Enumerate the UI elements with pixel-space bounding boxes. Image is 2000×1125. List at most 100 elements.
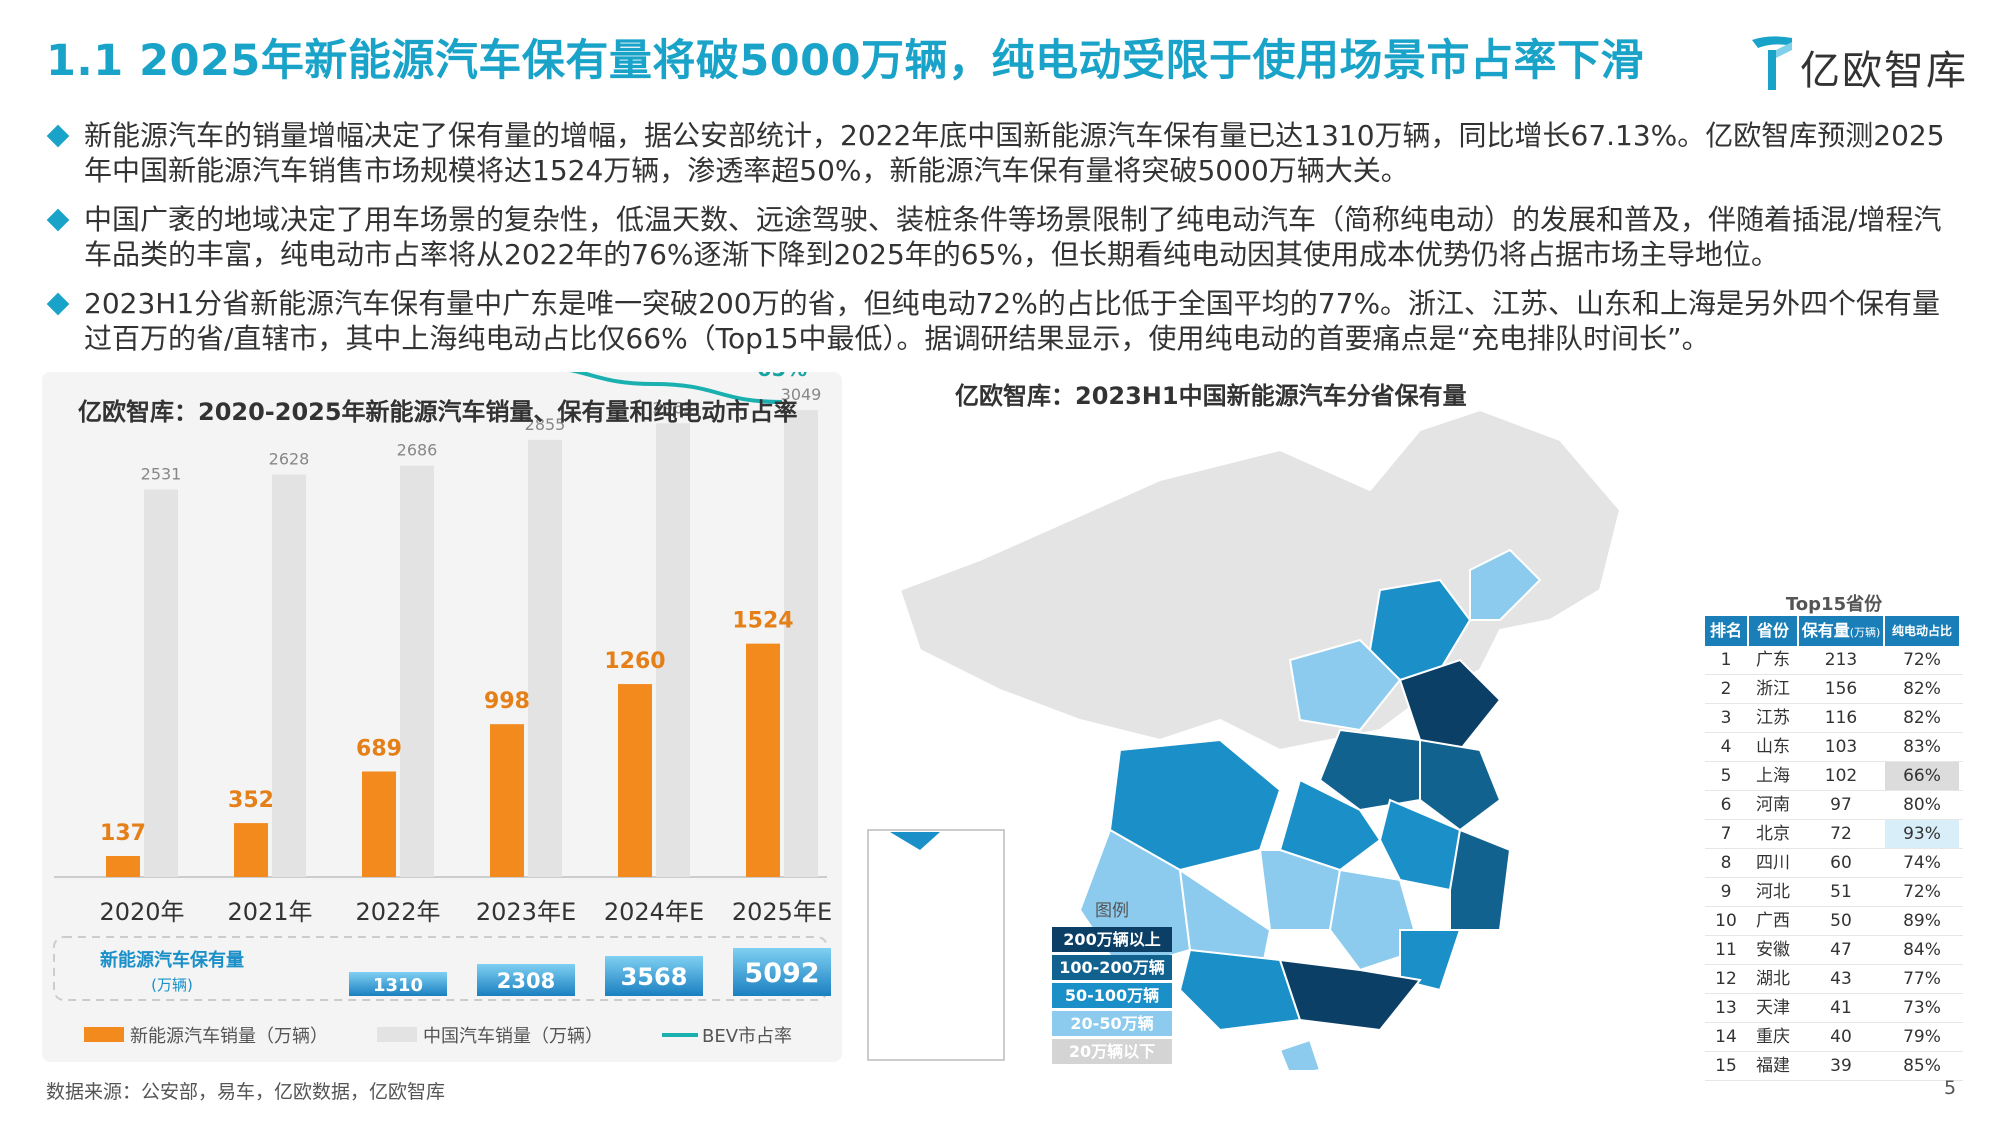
diamond-icon: [46, 124, 70, 148]
table-cell: 河南: [1756, 795, 1790, 815]
table-cell: 103: [1824, 737, 1858, 757]
table-header: 排名 省份 保有量(万辆) 纯电动占比: [1705, 616, 1963, 646]
x-tick-label: 2021年: [227, 898, 312, 926]
ownership-value: 2308: [497, 969, 555, 993]
legend-swatch: [377, 1027, 417, 1042]
table-cell: 80%: [1903, 795, 1941, 815]
china-map: [867, 408, 1622, 1070]
table-row: 6 河南 97 80%: [1705, 791, 1963, 820]
nev-sales-label: 352: [228, 788, 274, 813]
table-cell: 93%: [1885, 820, 1959, 848]
nev-sales-label: 689: [356, 736, 402, 761]
x-tick-label: 2020年: [99, 898, 184, 926]
table-cell: 3: [1720, 708, 1732, 728]
table-cell: 5: [1720, 766, 1732, 786]
table-cell: 50: [1830, 911, 1852, 931]
south-sea-inset: [867, 829, 1005, 1061]
car-sales-bar: [784, 410, 818, 877]
bullet-list: 新能源汽车的销量增幅决定了保有量的增幅，据公安部统计，2022年底中国新能源汽车…: [46, 118, 1968, 370]
table-cell: 97: [1830, 795, 1852, 815]
liaoning-region: [1469, 548, 1542, 621]
table-cell: 北京: [1756, 824, 1790, 844]
jiangxi-region: [1328, 868, 1422, 972]
table-cell: 40: [1830, 1027, 1852, 1047]
diamond-icon: [46, 208, 70, 232]
table-cell: 15: [1715, 1056, 1737, 1076]
top15-title: Top15省份: [1785, 594, 1883, 615]
table-row: 4 山东 103 83%: [1705, 733, 1963, 762]
car-sales-label: 2855: [525, 415, 566, 434]
table-cell: 天津: [1756, 998, 1790, 1018]
legend-item: 20-50万辆: [1052, 1011, 1172, 1036]
car-sales-bar: [656, 423, 690, 877]
table-cell: 72%: [1903, 882, 1941, 902]
table-cell: 河北: [1756, 882, 1790, 902]
header-province: 省份: [1749, 616, 1797, 646]
table-row: 5 上海 102 66%: [1705, 762, 1963, 791]
bev-share-line: [570, 372, 783, 404]
table-row: 8 四川 60 74%: [1705, 849, 1963, 878]
table-row: 9 河北 51 72%: [1705, 878, 1963, 907]
table-row: 7 北京 72 93%: [1705, 820, 1963, 849]
table-cell: 77%: [1903, 969, 1941, 989]
table-cell: 10: [1715, 911, 1737, 931]
table-cell: 89%: [1903, 911, 1941, 931]
table-cell: 116: [1824, 708, 1858, 728]
sales-chart: 2531 137 2020年 2628 352 2021年 2686 689 2022年 2855…: [53, 372, 832, 1047]
nev-sales-bar: [106, 856, 140, 877]
map-legend: 图例 200万辆以上 100-200万辆 50-100万辆 20-50万辆 20万辆以下: [1052, 896, 1172, 1067]
table-cell: 66%: [1885, 762, 1959, 790]
table-row: 1 广东 213 72%: [1705, 646, 1963, 675]
table-cell: 43: [1830, 969, 1852, 989]
table-cell: 85%: [1903, 1056, 1941, 1076]
table-cell: 79%: [1903, 1027, 1941, 1047]
table-cell: 9: [1720, 882, 1732, 902]
table-cell: 8: [1720, 853, 1732, 873]
nev-sales-label: 1260: [604, 649, 665, 674]
shanxi-region: [1288, 638, 1402, 732]
table-cell: 51: [1830, 882, 1852, 902]
table-cell: 14: [1715, 1027, 1737, 1047]
ownership-bar: [477, 964, 575, 996]
ownership-value: 3568: [621, 963, 688, 991]
legend-label: 中国汽车销量（万辆）: [423, 1026, 603, 1047]
legend-label: 新能源汽车销量（万辆）: [130, 1026, 328, 1047]
car-sales-bar: [144, 489, 178, 877]
table-cell: 39: [1830, 1056, 1852, 1076]
footer-source: 数据来源：公安部，易车，亿欧数据，亿欧智库: [46, 1081, 446, 1103]
table-cell: 102: [1824, 766, 1858, 786]
nev-sales-label: 998: [484, 689, 530, 714]
x-tick-label: 2022年: [355, 898, 440, 926]
table-row: 11 安徽 47 84%: [1705, 936, 1963, 965]
car-sales-label: 3049: [781, 385, 822, 404]
ownership-value: 1310: [373, 975, 423, 996]
jiangsu-region: [1419, 738, 1502, 832]
legend-item: 20万辆以下: [1052, 1039, 1172, 1064]
table-cell: 浙江: [1756, 679, 1790, 699]
page-title: 1.1 2025年新能源汽车保有量将破5000万辆，纯电动受限于使用场景市占率下…: [46, 36, 1644, 86]
car-sales-bar: [400, 465, 434, 877]
ownership-unit: (万辆): [151, 976, 193, 994]
inset-coast: [890, 832, 940, 850]
nev-sales-bar: [234, 823, 268, 877]
hainan-region: [1278, 1038, 1322, 1070]
table-cell: 60: [1830, 853, 1852, 873]
bev-share-label: 65%: [757, 372, 807, 381]
table-row: 14 重庆 40 79%: [1705, 1023, 1963, 1052]
table-cell: 7: [1720, 824, 1732, 844]
table-row: 12 湖北 43 77%: [1705, 965, 1963, 994]
table-cell: 84%: [1903, 940, 1941, 960]
header-ownership-label: 保有量: [1801, 621, 1850, 640]
top15-table: Top15省份 排名 省份 保有量(万辆) 纯电动占比 1 广东 213 72% 2 浙江…: [1705, 590, 1963, 1081]
legend-item: 100-200万辆: [1052, 955, 1172, 980]
logo: 亿欧智库: [1748, 32, 1968, 94]
anhui-region: [1378, 798, 1462, 892]
car-sales-label: 2628: [269, 450, 310, 469]
car-sales-bar: [272, 474, 306, 877]
table-cell: 重庆: [1756, 1027, 1790, 1047]
zhejiang-region: [1449, 828, 1512, 931]
table-cell: 2: [1720, 679, 1732, 699]
ownership-label: 新能源汽车保有量: [100, 949, 244, 971]
table-cell: 山东: [1756, 737, 1790, 757]
ownership-bar: [733, 948, 831, 996]
